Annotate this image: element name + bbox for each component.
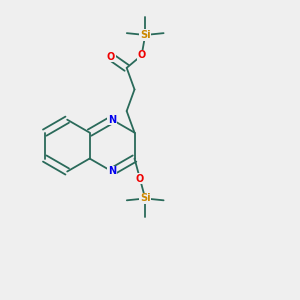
Text: Si: Si	[140, 30, 151, 40]
Text: O: O	[137, 50, 146, 60]
Text: N: N	[108, 115, 116, 125]
Text: O: O	[136, 173, 144, 184]
Text: Si: Si	[140, 194, 151, 203]
Text: O: O	[106, 52, 115, 62]
Text: N: N	[108, 167, 116, 176]
